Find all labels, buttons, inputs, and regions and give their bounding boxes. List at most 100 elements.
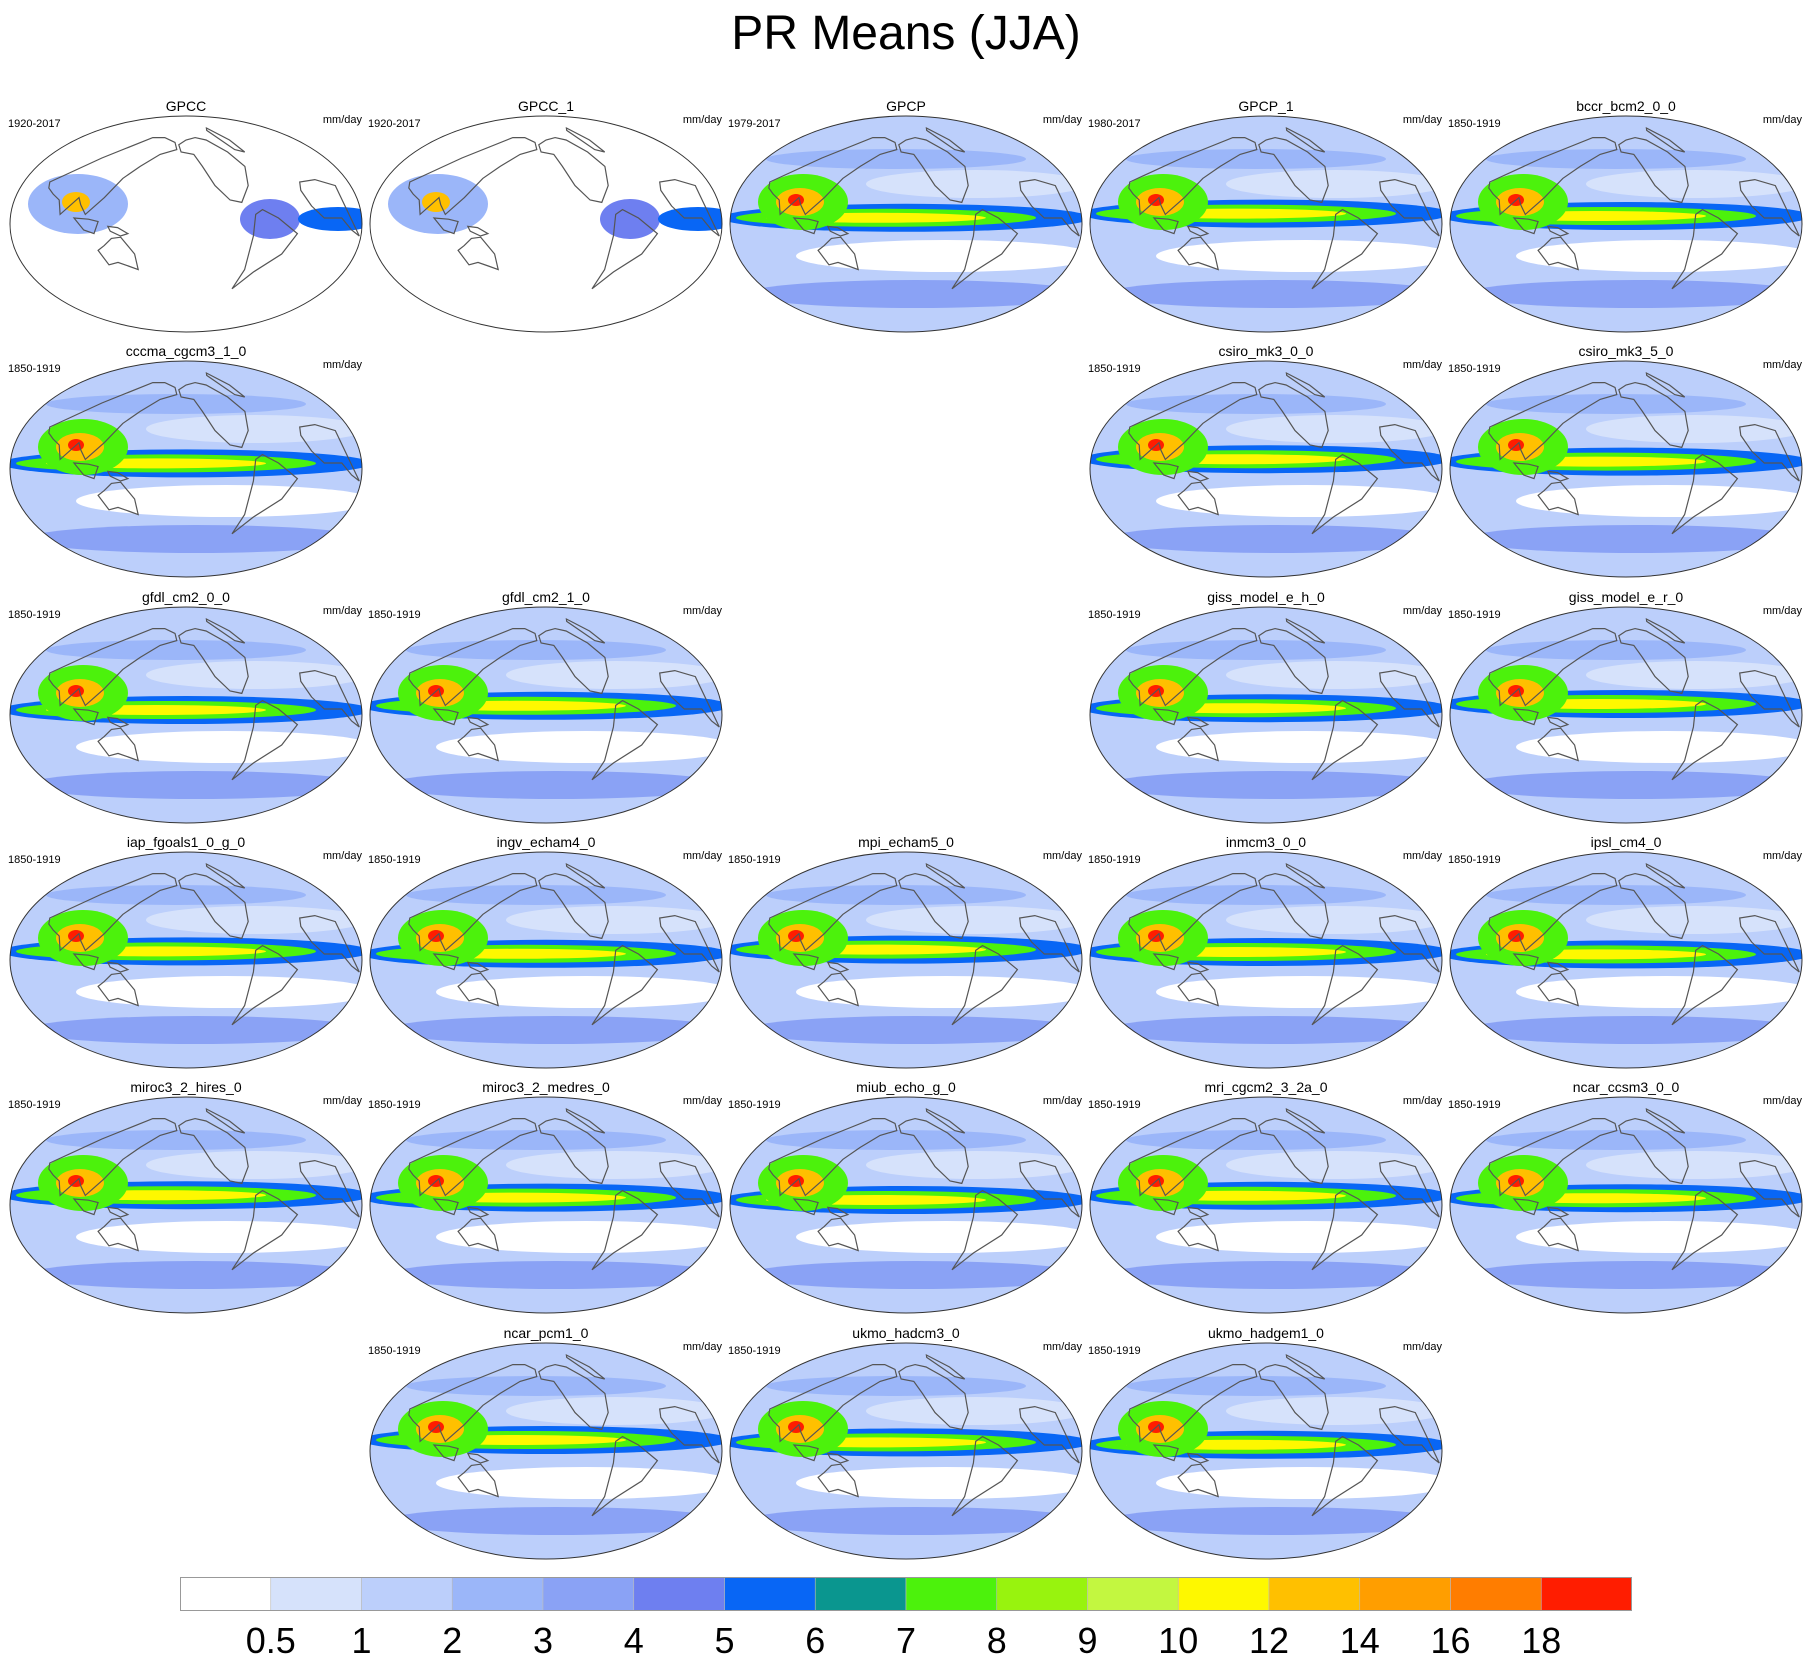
coastline: [457, 1463, 500, 1498]
map-panel: gfdl_cm2_1_0 1850-1919 mm/day: [368, 589, 724, 829]
coastline: [1177, 972, 1220, 1007]
colorbar-swatch: [814, 1577, 907, 1611]
colorbar-label: 9: [1077, 1620, 1098, 1661]
coastline: [466, 1452, 490, 1464]
panel-title: bccr_bcm2_0_0: [1576, 98, 1676, 114]
colorbar-label: 2: [442, 1620, 463, 1661]
coastline: [565, 126, 606, 153]
coastline: [1152, 217, 1179, 235]
map-border: [1449, 1096, 1803, 1314]
panel-units: mm/day: [1042, 1095, 1082, 1107]
storm-track: [1106, 525, 1442, 553]
dry-zone: [1226, 1397, 1442, 1425]
coastline: [1186, 1452, 1210, 1464]
coastline: [1019, 178, 1080, 237]
coastline: [432, 953, 459, 971]
coastline: [817, 1217, 860, 1252]
panel-title: gfdl_cm2_0_0: [142, 589, 230, 605]
coastline: [205, 371, 246, 398]
colorbar-label: 7: [895, 1620, 917, 1661]
coastline: [768, 137, 898, 216]
coastline: [1258, 381, 1329, 449]
storm-track: [1106, 1016, 1442, 1044]
coastline: [1186, 716, 1210, 728]
map-field: [1450, 1097, 1802, 1313]
map-field: [1450, 607, 1802, 823]
coastline: [659, 669, 720, 728]
map-plot: [1089, 360, 1443, 578]
storm-track: [746, 1016, 1082, 1044]
panel-units: mm/day: [1402, 114, 1442, 126]
map-field: [1090, 852, 1442, 1068]
colorbar-swatch: [1450, 1577, 1542, 1611]
dry-zone: [1156, 731, 1442, 763]
colorbar-label: 16: [1430, 1620, 1471, 1661]
map-field: [1090, 1097, 1442, 1313]
map-border: [729, 115, 1083, 333]
map-border: [729, 1096, 1083, 1314]
panel-units: mm/day: [322, 114, 362, 126]
map-plot: [369, 1096, 723, 1314]
coastline: [1152, 953, 1179, 971]
map-field: [1450, 116, 1802, 332]
panel-units: mm/day: [682, 114, 722, 126]
map-border: [9, 851, 363, 1069]
panel-units: mm/day: [1762, 114, 1802, 126]
coastline: [48, 137, 178, 216]
coastline: [1537, 236, 1580, 271]
coastline: [1671, 699, 1739, 781]
panel-period: 1850-1919: [1448, 854, 1501, 866]
coastline: [432, 708, 459, 726]
coastline: [817, 1463, 860, 1498]
map-field: [730, 1097, 1082, 1313]
coastline: [1152, 1444, 1179, 1462]
coastline: [1285, 1107, 1326, 1134]
colorbar-label: 6: [805, 1620, 826, 1661]
coastline: [457, 972, 500, 1007]
colorbar-swatch: [633, 1577, 725, 1611]
panel-title: miroc3_2_hires_0: [130, 1079, 242, 1095]
map-panel: inmcm3_0_0 1850-1919 mm/day: [1088, 834, 1444, 1074]
coastline: [97, 481, 140, 516]
dry-zone: [1516, 485, 1802, 517]
coastline: [1177, 1217, 1220, 1252]
coastline: [457, 1217, 500, 1252]
storm-track: [1466, 1016, 1802, 1044]
coastline: [538, 1117, 609, 1185]
panel-title: miub_echo_g_0: [856, 1079, 956, 1095]
coastline: [1618, 381, 1689, 449]
map-plot: [729, 115, 1083, 333]
dry-zone: [1586, 1151, 1802, 1179]
coastline: [1379, 1159, 1440, 1218]
coastline: [951, 944, 1019, 1026]
coastline: [231, 1189, 299, 1271]
coastline: [1379, 178, 1440, 237]
dry-zone: [146, 1151, 362, 1179]
coastline: [231, 944, 299, 1026]
coastline: [1379, 914, 1440, 973]
coastline: [1311, 1435, 1379, 1517]
panel-period: 1850-1919: [8, 609, 61, 621]
land-rain: [600, 199, 660, 239]
dry-zone: [506, 906, 722, 934]
storm-track: [1106, 771, 1442, 799]
coastline: [1128, 628, 1258, 707]
map-plot: [9, 606, 363, 824]
coastline: [1618, 136, 1689, 204]
panel-period: 1850-1919: [728, 1345, 781, 1357]
coastline: [1645, 862, 1686, 889]
coastline: [1019, 914, 1080, 973]
coastline: [565, 1107, 606, 1134]
map-field: [730, 852, 1082, 1068]
map-border: [9, 115, 363, 333]
coastline: [817, 972, 860, 1007]
dry-zone: [1516, 976, 1802, 1008]
coastline: [1645, 1107, 1686, 1134]
coastline: [1177, 236, 1220, 271]
map-field: [10, 852, 362, 1068]
colorbar-label: 4: [623, 1620, 644, 1661]
coastline: [1379, 669, 1440, 728]
coastline: [48, 1118, 178, 1197]
map-field: [10, 607, 362, 823]
panel-title: GPCP_1: [1238, 98, 1294, 114]
